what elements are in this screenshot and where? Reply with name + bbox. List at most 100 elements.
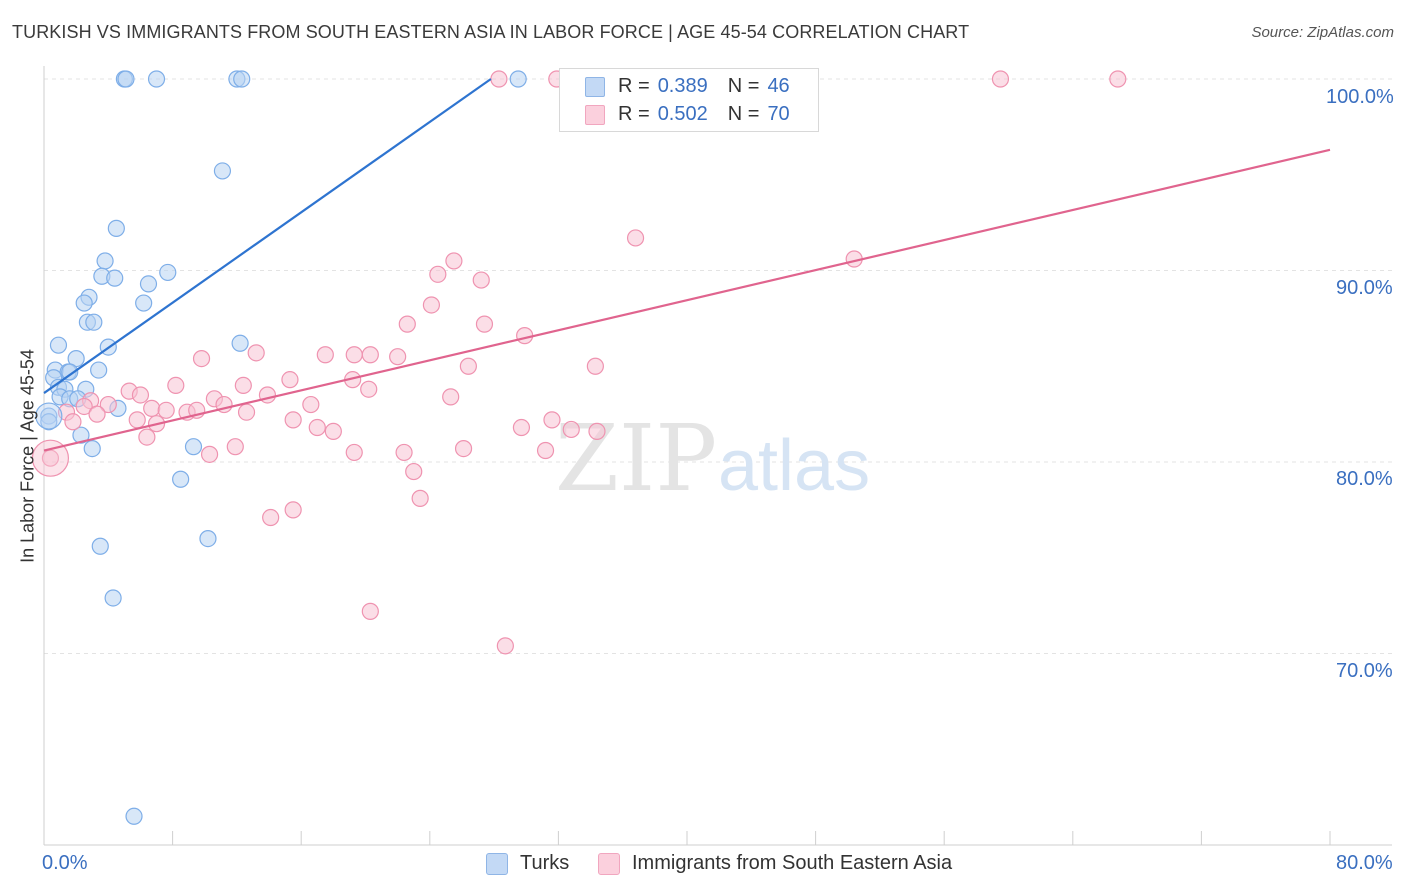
point-turks-6 (213, 162, 232, 180)
point-immigrants-11 (475, 315, 494, 333)
r-value: 0.502 (657, 102, 708, 125)
point-turks-35 (40, 413, 58, 431)
point-immigrants-21 (281, 371, 299, 389)
point-turks-14 (75, 294, 93, 312)
legend-swatch-immigrants (598, 852, 620, 875)
point-turks-25 (90, 361, 108, 379)
point-immigrants-51 (588, 422, 606, 440)
point-immigrants-29 (442, 388, 460, 406)
stats-legend-row-immigrants: R = 0.502 N = 70 (585, 102, 790, 126)
point-immigrants-25 (360, 380, 378, 398)
point-turks-7 (107, 219, 125, 237)
point-immigrants-2 (991, 70, 1010, 88)
legend-swatch-turks (486, 852, 508, 875)
chart-title: TURKISH VS IMMIGRANTS FROM SOUTH EASTERN… (12, 22, 970, 42)
point-immigrants-42 (88, 405, 106, 423)
point-turks-37 (83, 439, 101, 458)
point-turks-36 (72, 426, 90, 444)
legend-item-turks: Turks (486, 852, 569, 875)
y-axis-title: In Labor Force | Age 45-54 (17, 349, 38, 563)
point-immigrants-34 (302, 395, 320, 414)
point-immigrants-9 (422, 296, 441, 314)
point-immigrants-40 (237, 403, 256, 421)
point-immigrants-3 (1109, 70, 1127, 88)
point-immigrants-large (31, 439, 70, 477)
point-turks-12 (139, 275, 158, 293)
point-immigrants-52 (562, 420, 580, 439)
point-immigrants-65 (361, 602, 379, 620)
point-immigrants-19 (459, 357, 477, 375)
point-turks-5 (509, 70, 527, 88)
point-immigrants-13 (247, 344, 265, 362)
watermark: ZIP atlas (555, 405, 870, 512)
y-tick-label-70: 70.0% (1336, 660, 1393, 682)
point-immigrants-54 (226, 438, 244, 456)
point-immigrants-10 (398, 315, 416, 333)
point-immigrants-43 (128, 411, 146, 429)
point-immigrants-57 (395, 443, 413, 462)
point-immigrants-59 (536, 441, 555, 460)
point-immigrants-32 (99, 395, 117, 414)
y-tick-label-100: 100.0% (1326, 86, 1394, 108)
n-label: N = (727, 102, 760, 125)
point-turks-19 (49, 336, 68, 354)
point-turks-43 (125, 807, 143, 825)
point-immigrants-63 (284, 501, 302, 519)
point-immigrants-45 (64, 413, 82, 431)
trend-lines (43, 78, 1331, 452)
point-immigrants-0 (490, 70, 508, 88)
point-immigrants-49 (512, 418, 531, 437)
point-immigrants-17 (389, 348, 407, 366)
point-turks-17 (85, 313, 103, 331)
point-immigrants-48 (324, 422, 342, 440)
point-immigrants-56 (345, 443, 363, 462)
point-immigrants-28 (131, 386, 150, 404)
x-ticks (172, 831, 1331, 845)
gridlines (44, 78, 1392, 654)
point-turks-11 (159, 263, 177, 282)
legend-item-immigrants: Immigrants from South Eastern Asia (598, 852, 952, 875)
point-turks-41 (199, 529, 217, 548)
point-immigrants-55 (200, 445, 219, 463)
point-immigrants-35 (75, 397, 93, 416)
trend-line-turks (43, 78, 492, 394)
point-turks-large (35, 402, 63, 430)
point-immigrants-47 (308, 418, 326, 437)
r-value: 0.389 (657, 74, 708, 97)
point-turks-39 (172, 470, 190, 488)
y-tick-label-80: 80.0% (1336, 468, 1393, 490)
point-immigrants-62 (411, 489, 429, 507)
chart-source: Source: ZipAtlas.com (1251, 24, 1394, 41)
y-tick-label-90: 90.0% (1336, 277, 1393, 299)
legend-label-turks: Turks (520, 852, 570, 874)
point-immigrants-8 (472, 271, 490, 289)
point-immigrants-53 (138, 428, 156, 446)
point-immigrants-61 (405, 462, 423, 481)
point-immigrants-6 (445, 252, 463, 270)
point-turks-8 (96, 252, 114, 270)
legend-label-immigrants: Immigrants from South Eastern Asia (632, 852, 953, 874)
point-immigrants-16 (361, 346, 379, 364)
point-turks-24 (61, 363, 79, 381)
turks-swatch (585, 77, 605, 97)
x-tick-label-max: 80.0% (1336, 852, 1393, 874)
series-legend: Turks Immigrants from South Eastern Asia (0, 852, 1406, 878)
watermark-atlas: atlas (718, 426, 870, 506)
point-immigrants-36 (143, 399, 161, 417)
point-immigrants-24 (234, 376, 252, 394)
stats-legend: R = 0.389 N = 46 R = 0.502 N = 70 (559, 68, 819, 132)
point-immigrants-58 (454, 439, 473, 458)
watermark-zip: ZIP (555, 405, 717, 512)
point-immigrants-20 (586, 357, 604, 375)
point-immigrants-4 (626, 229, 645, 247)
point-turks-38 (184, 438, 203, 456)
point-turks-42 (104, 589, 122, 607)
point-immigrants-7 (429, 265, 447, 283)
point-turks-40 (91, 537, 109, 555)
n-label: N = (727, 74, 760, 97)
stats-legend-row-turks: R = 0.389 N = 46 (585, 74, 790, 98)
r-label: R = (618, 102, 650, 125)
point-immigrants-50 (543, 411, 561, 429)
point-turks-10 (106, 269, 124, 287)
